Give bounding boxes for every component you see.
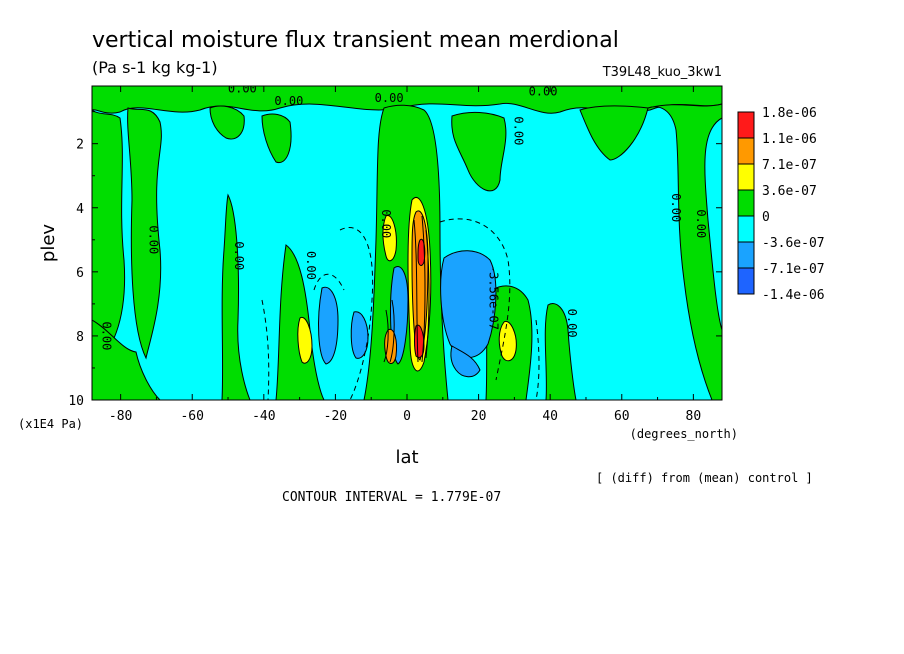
contour-label: 0.00: [375, 91, 404, 105]
colorbar-swatch: [737, 267, 755, 295]
contour-labels: 0.00 0.00 0.00 0.00 0.00 0.00 0.00 0.00 0.00 0.00…: [100, 81, 708, 350]
y-tick-label: 10: [68, 394, 84, 409]
y-tick-label: 2: [76, 138, 84, 153]
contour-label: 0.00: [669, 193, 683, 222]
dashed-contour-2: [439, 218, 511, 381]
y-axis-units: (x1E4 Pa): [18, 417, 83, 431]
contour-label: 0.00: [304, 251, 318, 280]
region-north-top: [579, 105, 649, 161]
region-southwest-plume: [127, 107, 162, 360]
region-pos-minus5: [382, 214, 397, 262]
colorbar-swatch: [737, 241, 755, 269]
region-neg-20: [318, 286, 339, 365]
contour-label: -3.56e-07: [486, 265, 500, 330]
region-pos-minus30: [297, 316, 313, 364]
region-neg-plus15: [440, 250, 497, 358]
region-neg-10: [350, 311, 369, 359]
colorbar-label: -7.1e-07: [762, 262, 825, 277]
x-axis-label: lat: [395, 447, 418, 468]
contour-line-eq-3: [425, 229, 430, 359]
run-label: T39L48_kuo_3kw1: [602, 65, 722, 80]
region-tropopause-lobe: [261, 113, 292, 164]
region-plus45-column: [544, 303, 577, 400]
footnote: [ (diff) from (mean) control ]: [596, 471, 813, 485]
colorbar-swatch: [737, 163, 755, 191]
region-high-lobe: [209, 105, 245, 140]
y-axis: 2 4 6 8 10: [68, 111, 722, 409]
region-neg-plus15-low: [450, 345, 481, 378]
dashed-contour-1: [339, 227, 374, 400]
x-tick-label: -60: [180, 409, 203, 424]
y-tick-label: 6: [76, 266, 84, 281]
chart-title: vertical moisture flux transient mean me…: [92, 28, 619, 53]
region-midtop-lobe: [451, 111, 507, 192]
x-axis: -80 -60 -40 -20 0 20 40 60 80: [109, 86, 701, 424]
dashed-contour-3: [261, 299, 270, 400]
x-tick-label: -40: [252, 409, 275, 424]
contour-label: 0.00: [228, 81, 257, 95]
contour-label: 0.00: [694, 209, 708, 238]
contour-interval: CONTOUR INTERVAL = 1.779E-07: [282, 490, 501, 505]
region-north-plume: [647, 103, 722, 400]
y-tick-label: 8: [76, 330, 84, 345]
x-tick-label: 0: [403, 409, 411, 424]
contour-line-eq-5: [383, 309, 389, 363]
colorbar-label: 3.6e-07: [762, 184, 817, 199]
x-tick-label: -20: [324, 409, 347, 424]
contour-line-eq-2: [421, 215, 426, 363]
y-tick-label: 4: [76, 202, 84, 217]
region-pos-plus28: [498, 320, 517, 362]
x-axis-units: (degrees_north): [630, 427, 738, 441]
x-tick-label: 40: [542, 409, 558, 424]
colorbar-swatch: [737, 189, 755, 217]
colorbar-label: -1.4e-06: [762, 288, 825, 303]
colorbar-swatch: [737, 137, 755, 165]
contour-label: 0.00: [274, 94, 303, 108]
colorbar-swatch: [737, 215, 755, 243]
x-tick-label: -80: [109, 409, 132, 424]
contour-label: 0.00: [146, 225, 160, 254]
chart-units: (Pa s-1 kg kg-1): [92, 58, 218, 77]
contour-label: 0.00: [565, 309, 579, 338]
contour-label: 0.00: [511, 116, 525, 145]
colorbar-label: 0: [762, 210, 770, 225]
x-tick-label: 60: [614, 409, 630, 424]
contour-label: 0.00: [100, 321, 114, 350]
colorbar-label: 7.1e-07: [762, 158, 817, 173]
colorbar-label: 1.8e-06: [762, 106, 817, 121]
contour-line-eq-4: [389, 299, 395, 363]
colorbar-label: -3.6e-07: [762, 236, 825, 251]
dashed-contour-4: [535, 319, 540, 400]
contour-label: 0.00: [232, 241, 246, 270]
contour-label: 0.00: [529, 85, 558, 99]
contour-line-eq-1: [413, 219, 419, 363]
y-axis-label: plev: [38, 224, 59, 263]
colorbar-label: 1.1e-06: [762, 132, 817, 147]
region-minus50-column: [221, 193, 251, 400]
plot-area: 0.00 0.00 0.00 0.00 0.00 0.00 0.00 0.00 0.00 0.00…: [92, 81, 722, 400]
dashed-contour-5: [313, 273, 345, 291]
colorbar: 1.8e-06 1.1e-06 7.1e-07 3.6e-07 0 -3.6e-07 -7.…: [737, 106, 825, 303]
x-tick-label: 20: [471, 409, 487, 424]
region-south-low: [92, 319, 161, 400]
contour-label: 0.00: [379, 209, 393, 238]
colorbar-swatch: [737, 111, 755, 139]
x-tick-label: 80: [686, 409, 702, 424]
